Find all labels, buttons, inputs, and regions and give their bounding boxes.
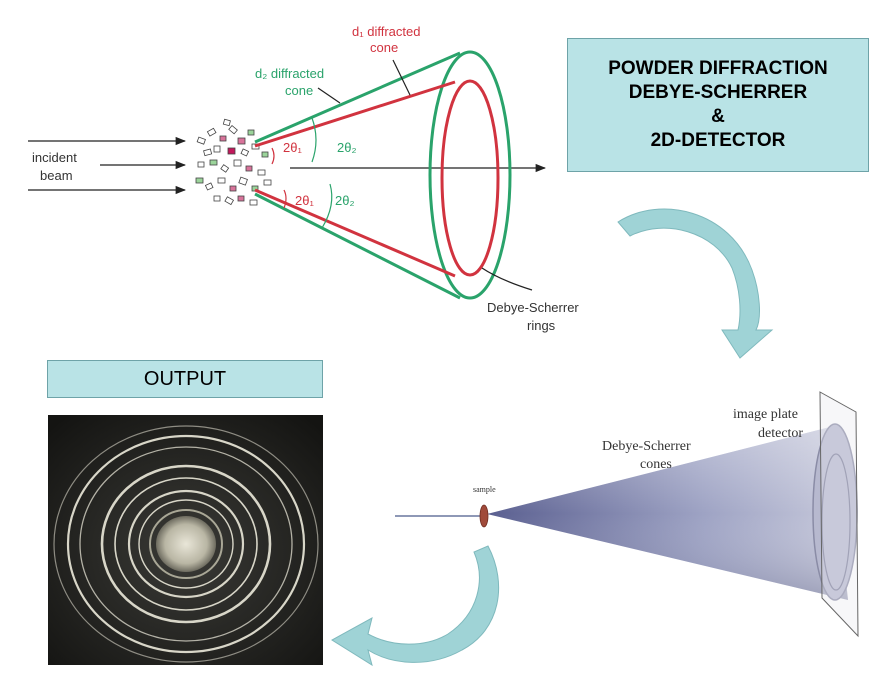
d1-diffracted-cone xyxy=(254,79,500,278)
incident-beam-label: beam xyxy=(40,168,73,183)
angle-2theta2-label: 2θ₂ xyxy=(337,140,357,155)
angle-2theta2-label: 2θ₂ xyxy=(335,193,355,208)
curved-arrow-down xyxy=(617,208,774,359)
sample-label: sample xyxy=(473,485,496,494)
cones-label: cones xyxy=(640,457,672,472)
output-box: OUTPUT xyxy=(47,360,323,398)
debye-scherrer-rings-label: rings xyxy=(527,318,556,333)
powder-diffraction-diagram: incident beam xyxy=(28,24,579,333)
d1-cone-pointer xyxy=(392,59,411,96)
title-line: POWDER DIFFRACTION xyxy=(608,58,828,79)
powder-sample xyxy=(195,118,272,206)
sample-disc xyxy=(479,504,489,528)
image-plate-label: detector xyxy=(758,426,803,441)
detector-diagram: sample Debye-Scherrer cones image plate … xyxy=(395,391,859,638)
rings-pointer xyxy=(481,267,533,291)
d1-cone-label: d₁ diffracted xyxy=(352,24,420,39)
curved-arrow-left xyxy=(331,545,500,667)
incident-beam-label: incident xyxy=(32,150,77,165)
d2-cone-label: d₂ diffracted xyxy=(255,66,324,81)
d1-cone-label: cone xyxy=(370,40,398,55)
debye-scherrer-rings-label: Debye-Scherrer xyxy=(487,300,579,315)
image-plate-label: image plate xyxy=(733,407,798,422)
cones-label: Debye-Scherrer xyxy=(602,439,691,454)
angle-2theta1-label: 2θ₁ xyxy=(283,140,302,155)
d2-diffracted-cone xyxy=(254,50,512,300)
d2-cone-pointer xyxy=(317,87,341,104)
title-line: DEBYE-SCHERRER xyxy=(628,82,808,103)
title-line: & xyxy=(711,106,725,127)
diffraction-rings-photo xyxy=(48,415,323,665)
d2-cone-label: cone xyxy=(285,83,313,98)
output-label: OUTPUT xyxy=(143,367,227,390)
title-line: 2D-DETECTOR xyxy=(650,130,786,151)
angle-2theta1-label: 2θ₁ xyxy=(295,193,314,208)
image-plate-detector xyxy=(819,391,859,638)
cone-inner-rim xyxy=(821,453,851,591)
cone-shading xyxy=(487,427,848,600)
title-box: POWDER DIFFRACTION DEBYE-SCHERRER & 2D-D… xyxy=(567,38,869,172)
angle-marks xyxy=(271,117,333,229)
